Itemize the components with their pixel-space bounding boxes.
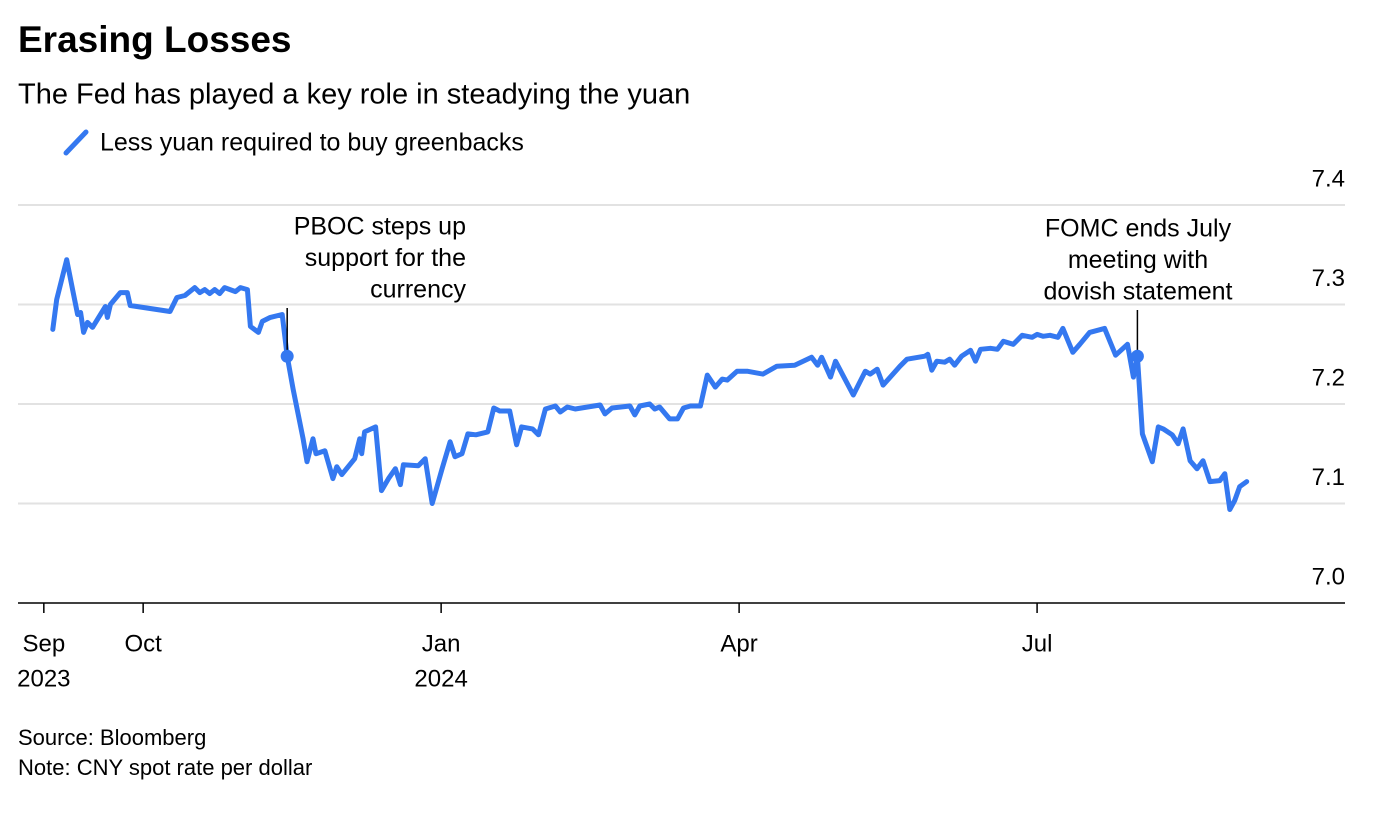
- x-tick-sublabel: 2024: [414, 665, 467, 692]
- annotation-text: currency: [370, 276, 466, 304]
- legend-label: Less yuan required to buy greenbacks: [100, 129, 524, 157]
- annotation-dot: [280, 349, 294, 363]
- annotation-text: dovish statement: [1044, 278, 1233, 306]
- annotation-dot: [1130, 349, 1144, 363]
- note: Note: CNY spot rate per dollar: [18, 755, 312, 780]
- y-tick-label: 7.2: [1312, 364, 1345, 391]
- x-tick-sublabel: 2023: [17, 665, 70, 692]
- source: Source: Bloomberg: [18, 725, 206, 750]
- chart-subtitle: The Fed has played a key role in steadyi…: [18, 79, 690, 111]
- x-tick-label: Oct: [124, 630, 162, 657]
- y-tick-label: 7.4: [1312, 165, 1345, 192]
- y-tick-label: 7.3: [1312, 265, 1345, 292]
- y-tick-label: 7.0: [1312, 563, 1345, 590]
- y-tick-label: 7.1: [1312, 464, 1345, 491]
- annotation-text: PBOC steps up: [294, 213, 466, 241]
- x-tick-label: Apr: [720, 630, 757, 657]
- x-tick-label: Jul: [1022, 630, 1053, 657]
- data-line: [50, 257, 1250, 512]
- x-tick-label: Jan: [422, 630, 461, 657]
- annotation-text: support for the: [305, 244, 466, 272]
- annotation-text: FOMC ends July: [1045, 215, 1232, 243]
- x-tick-label: Sep: [22, 630, 65, 657]
- chart-title: Erasing Losses: [18, 19, 292, 60]
- annotation-text: meeting with: [1068, 246, 1208, 274]
- legend-swatch: [63, 129, 89, 156]
